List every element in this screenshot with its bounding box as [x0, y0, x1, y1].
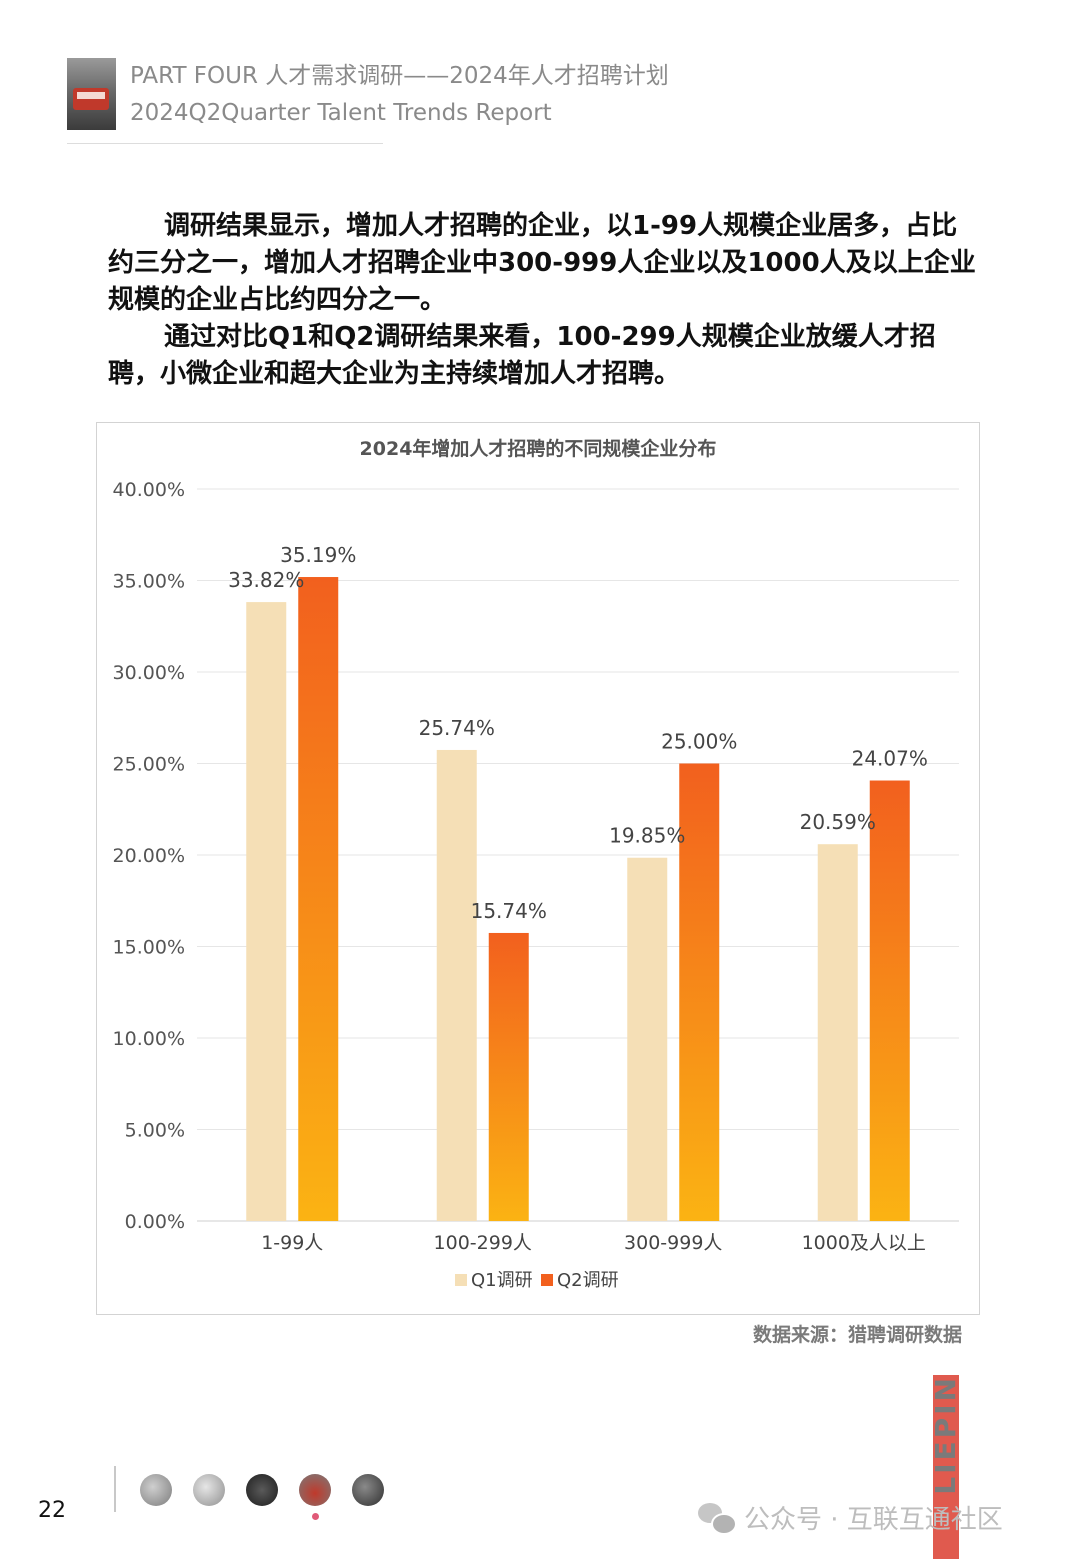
bar-q2: [869, 780, 910, 1221]
legend-label: Q2调研: [557, 1270, 619, 1291]
data-label: 25.74%: [419, 716, 495, 740]
body-paragraph-1: 调研结果显示，增加人才招聘的企业，以1-99人规模企业居多，占比约三分之一，增加…: [108, 211, 976, 315]
y-tick-label: 10.00%: [113, 1028, 185, 1050]
tram-image: [73, 88, 109, 110]
footer-thumbnail-5[interactable]: [352, 1474, 384, 1506]
x-tick-label: 1000及人以上: [802, 1232, 926, 1254]
body-paragraph-2: 通过对比Q1和Q2调研结果来看，100-299人规模企业放缓人才招聘，小微企业和…: [108, 322, 936, 389]
bar-q1: [246, 602, 287, 1221]
bar-q2: [488, 932, 529, 1221]
x-tick-label: 300-999人: [624, 1232, 722, 1254]
watermark: 公众号 · 互联互通社区: [698, 1497, 1003, 1537]
page-number: 22: [38, 1498, 66, 1523]
legend-swatch: [455, 1274, 467, 1286]
chart-container: 2024年增加人才招聘的不同规模企业分布 0.00% 5.00% 10.00% 15.…: [96, 422, 980, 1315]
wechat-icon: [698, 1501, 737, 1535]
data-source: 数据来源：猎聘调研数据: [752, 1324, 962, 1346]
legend-swatch: [541, 1274, 553, 1286]
brand-logo-text: LIEPIN: [929, 1375, 962, 1495]
bar-q1: [817, 844, 858, 1221]
watermark-text: 公众号 · 互联互通社区: [744, 1504, 1003, 1535]
x-tick-label: 100-299人: [434, 1232, 532, 1254]
data-label: 20.59%: [800, 810, 876, 834]
y-tick-label: 0.00%: [125, 1211, 185, 1233]
bar-chart: 2024年增加人才招聘的不同规模企业分布 0.00% 5.00% 10.00% 15.…: [113, 437, 959, 1291]
legend-label: Q1调研: [471, 1270, 533, 1291]
data-label: 19.85%: [609, 824, 685, 848]
chart-title: 2024年增加人才招聘的不同规模企业分布: [360, 437, 717, 460]
data-label: 24.07%: [852, 747, 928, 771]
brand-stripe: [933, 1375, 959, 1559]
y-tick-label: 30.00%: [113, 662, 185, 684]
header-thumbnail: [67, 58, 116, 130]
data-label: 25.00%: [661, 730, 737, 754]
x-tick-label: 1-99人: [261, 1232, 323, 1254]
y-tick-label: 5.00%: [125, 1120, 185, 1142]
data-label: 35.19%: [280, 543, 356, 567]
footer-thumbnail-3[interactable]: [246, 1474, 278, 1506]
bar-q2: [298, 577, 339, 1221]
y-tick-label: 35.00%: [113, 571, 185, 593]
bar-q1: [627, 857, 668, 1221]
footer-thumbnail-1[interactable]: [140, 1474, 172, 1506]
data-label: 15.74%: [471, 899, 547, 923]
data-label: 33.82%: [228, 568, 304, 592]
header-section-title: PART FOUR 人才需求调研——2024年人才招聘计划: [130, 63, 669, 89]
y-tick-label: 25.00%: [113, 754, 185, 776]
footer-divider: [114, 1466, 116, 1512]
y-tick-label: 15.00%: [113, 937, 185, 959]
active-page-indicator: [312, 1513, 319, 1520]
y-tick-label: 20.00%: [113, 845, 185, 867]
bar-q2: [679, 763, 720, 1221]
header-divider: [67, 143, 383, 144]
header-report-title: 2024Q2Quarter Talent Trends Report: [130, 100, 552, 126]
y-tick-label: 40.00%: [113, 479, 185, 501]
bar-q1: [436, 749, 477, 1221]
footer-thumbnail-4[interactable]: [299, 1474, 331, 1506]
footer-thumbnail-2[interactable]: [193, 1474, 225, 1506]
